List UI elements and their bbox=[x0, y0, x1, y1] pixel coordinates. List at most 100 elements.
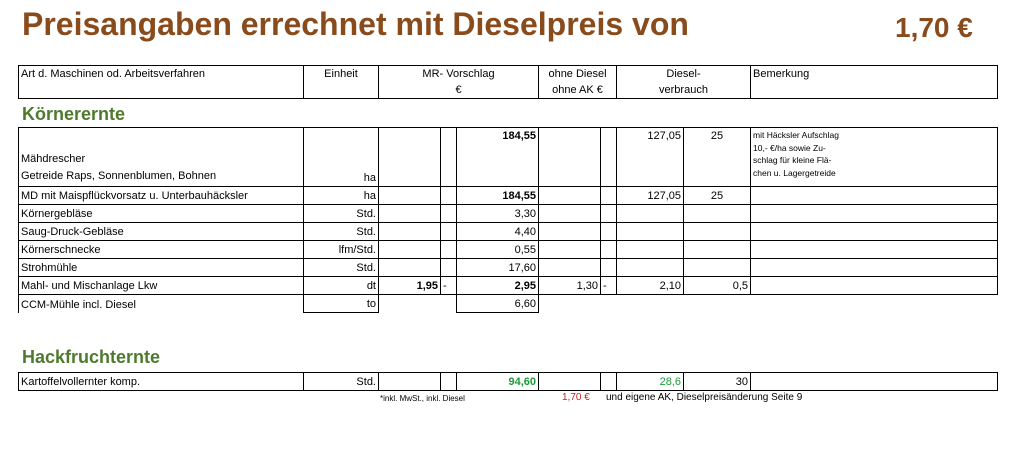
row-mr-dash: - bbox=[440, 276, 457, 295]
remark-line: chen u. Lagergetreide bbox=[753, 167, 836, 178]
empty-cell bbox=[750, 276, 998, 295]
row-mr-dash bbox=[440, 258, 457, 277]
footer-price: 1,70 € bbox=[562, 392, 590, 403]
koernerernte-table: Mähdrescher Getreide Raps, Sonnenblumen, … bbox=[18, 127, 998, 313]
empty-cell bbox=[750, 372, 998, 391]
section-title-koernerernte: Körnerernte bbox=[22, 104, 126, 124]
table-row: Körnerschnecke lfm/Std. 0,55 bbox=[18, 240, 998, 259]
row-diesel-value bbox=[683, 222, 751, 241]
remark-line: schlag für kleine Flä- bbox=[753, 155, 832, 165]
row-diesel-value: 30 bbox=[683, 372, 751, 391]
row-mr-value: 184,55 bbox=[456, 186, 539, 205]
empty-cell bbox=[600, 127, 617, 187]
col-header-diesel: Diesel- bbox=[616, 65, 751, 82]
table-row: Kartoffelvollernter komp. Std. 94,60 28,… bbox=[18, 372, 998, 391]
col-header-einheit: Einheit bbox=[303, 65, 379, 82]
row-ohne-value bbox=[616, 258, 684, 277]
empty-cell bbox=[303, 82, 379, 99]
remark-line: 10,- €/ha sowie Zu- bbox=[753, 142, 826, 153]
row-ohne-value: 127,05 bbox=[616, 127, 684, 187]
footer-text: und eigene AK, Dieselpreisänderung Seite… bbox=[606, 392, 803, 403]
row-diesel-value: 0,5 bbox=[683, 276, 751, 295]
row-mr-value: 2,95 bbox=[456, 276, 539, 295]
row-diesel-value: 25 bbox=[683, 186, 751, 205]
row-name: Körnergebläse bbox=[18, 204, 304, 223]
row-ohne-dash bbox=[600, 240, 617, 259]
row-mr-low: 1,95 bbox=[378, 276, 441, 295]
row-unit: Std. bbox=[303, 372, 379, 391]
row-ohne-dash: - bbox=[600, 276, 617, 295]
col-header-ohne: ohne Diesel bbox=[538, 65, 617, 82]
col-header-mr: MR- Vorschlag bbox=[378, 65, 539, 82]
row-mr-dash bbox=[440, 186, 457, 205]
row-remark: mit Häcksler Aufschlag 10,- €/ha sowie Z… bbox=[750, 127, 998, 187]
row-ohne-dash bbox=[600, 294, 617, 313]
hackfruchternte-table: Kartoffelvollernter komp. Std. 94,60 28,… bbox=[18, 372, 998, 391]
row-diesel-value bbox=[683, 204, 751, 223]
row-ohne-value bbox=[616, 294, 684, 313]
row-name-line1: Mähdrescher bbox=[21, 153, 86, 165]
header-table: Art d. Maschinen od. Arbeitsverfahren Ei… bbox=[18, 65, 998, 99]
row-ohne-low bbox=[538, 258, 601, 277]
section-title-hackfruchternte: Hackfruchternte bbox=[22, 347, 161, 367]
table-row: Mähdrescher Getreide Raps, Sonnenblumen, … bbox=[18, 127, 998, 187]
empty-cell bbox=[750, 258, 998, 277]
col-header-bemerkung: Bemerkung bbox=[750, 65, 998, 82]
row-unit: Std. bbox=[303, 222, 379, 241]
empty-cell bbox=[750, 204, 998, 223]
row-mr-low bbox=[378, 258, 441, 277]
row-mr-low bbox=[378, 294, 441, 313]
row-ohne-dash bbox=[600, 204, 617, 223]
empty-cell bbox=[750, 240, 998, 259]
table-row: MD mit Maispflückvorsatz u. Unterbauhäck… bbox=[18, 186, 998, 205]
col-header-diesel-unit: verbrauch bbox=[616, 82, 751, 99]
row-name: Strohmühle bbox=[18, 258, 304, 277]
row-ohne-dash bbox=[600, 186, 617, 205]
row-mr-value: 4,40 bbox=[456, 222, 539, 241]
row-ohne-low bbox=[538, 204, 601, 223]
row-name: MD mit Maispflückvorsatz u. Unterbauhäck… bbox=[18, 186, 304, 205]
empty-cell bbox=[750, 294, 998, 313]
empty-cell bbox=[600, 372, 617, 391]
row-ohne-value bbox=[616, 222, 684, 241]
empty-cell bbox=[378, 127, 441, 187]
row-ohne-low bbox=[538, 222, 601, 241]
empty-cell bbox=[750, 186, 998, 205]
table-row: Strohmühle Std. 17,60 bbox=[18, 258, 998, 277]
row-mr-dash bbox=[440, 240, 457, 259]
row-unit: lfm/Std. bbox=[303, 240, 379, 259]
row-ohne-low bbox=[538, 294, 601, 313]
table-row: CCM-Mühle incl. Diesel to 6,60 bbox=[18, 294, 998, 313]
row-mr-value: 6,60 bbox=[456, 294, 539, 313]
row-unit: Std. bbox=[303, 204, 379, 223]
row-ohne-low bbox=[538, 186, 601, 205]
table-row: Körnergebläse Std. 3,30 bbox=[18, 204, 998, 223]
row-ohne-value bbox=[616, 240, 684, 259]
col-header-mr-unit: € bbox=[378, 82, 539, 99]
row-name: CCM-Mühle incl. Diesel bbox=[18, 294, 304, 313]
row-ohne-low: 1,30 bbox=[538, 276, 601, 295]
row-diesel-value: 25 bbox=[683, 127, 751, 187]
row-name: Saug-Druck-Gebläse bbox=[18, 222, 304, 241]
row-diesel-value bbox=[683, 258, 751, 277]
diesel-price: 1,70 € bbox=[895, 12, 973, 43]
row-mr-value: 184,55 bbox=[456, 127, 539, 187]
row-unit: ha bbox=[303, 186, 379, 205]
row-mr-dash bbox=[440, 222, 457, 241]
empty-cell bbox=[18, 82, 304, 99]
empty-cell bbox=[440, 372, 457, 391]
row-ohne-low bbox=[538, 240, 601, 259]
table-row: Mahl- und Mischanlage Lkw dt 1,95 - 2,95… bbox=[18, 276, 998, 295]
row-ohne-value: 2,10 bbox=[616, 276, 684, 295]
empty-cell bbox=[538, 127, 601, 187]
table-row: Saug-Druck-Gebläse Std. 4,40 bbox=[18, 222, 998, 241]
row-mr-value: 3,30 bbox=[456, 204, 539, 223]
row-unit: ha bbox=[303, 127, 379, 187]
row-diesel-value bbox=[683, 240, 751, 259]
footer-note: *inkl. MwSt., inkl. Diesel bbox=[380, 394, 465, 403]
row-name: Körnerschnecke bbox=[18, 240, 304, 259]
row-ohne-dash bbox=[600, 258, 617, 277]
row-mr-low bbox=[378, 204, 441, 223]
row-mr-dash bbox=[440, 204, 457, 223]
row-mr-value: 94,60 bbox=[456, 372, 539, 391]
